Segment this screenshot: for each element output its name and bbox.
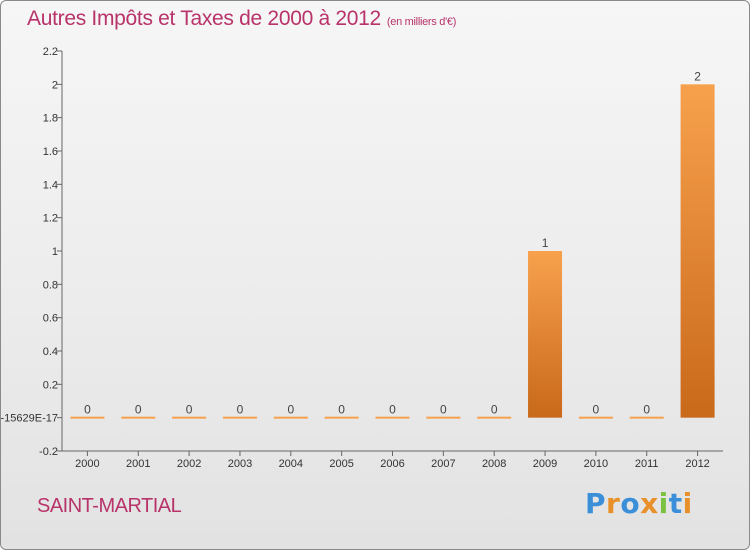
bar bbox=[70, 416, 105, 419]
y-tick-label: 1.4 bbox=[43, 179, 58, 191]
x-tick-label: 2001 bbox=[126, 458, 150, 470]
y-tick-label: 0.8 bbox=[43, 279, 58, 291]
y-tick-label: -15629E-17 bbox=[1, 413, 58, 425]
bar bbox=[680, 84, 715, 418]
bar bbox=[324, 416, 359, 419]
x-tick-label: 2009 bbox=[533, 458, 557, 470]
logo-letter: P bbox=[585, 487, 607, 520]
data-label: 0 bbox=[593, 403, 600, 417]
logo-letter: o bbox=[620, 487, 641, 520]
labels-group: 0 0 0 0 0 0 0 0 0 1 0 0 2 bbox=[84, 69, 701, 416]
x-tick-label: 2004 bbox=[279, 458, 303, 470]
x-tick-label: 2002 bbox=[177, 458, 201, 470]
data-label: 0 bbox=[186, 403, 193, 417]
data-label: 0 bbox=[287, 403, 294, 417]
y-tick-label: -0.2 bbox=[39, 446, 58, 458]
bars-group bbox=[70, 84, 715, 419]
bar bbox=[273, 416, 308, 419]
data-label: 0 bbox=[135, 403, 142, 417]
proxiti-logo: Proxiti bbox=[585, 487, 693, 520]
y-tick-label: 1.6 bbox=[43, 146, 58, 158]
bar bbox=[121, 416, 156, 419]
bar bbox=[477, 416, 512, 419]
data-label: 0 bbox=[440, 403, 447, 417]
bar bbox=[578, 416, 613, 419]
x-tick-label: 2003 bbox=[228, 458, 252, 470]
data-label: 0 bbox=[237, 403, 244, 417]
axes: -0.2 -15629E-17 0.2 0.4 0.6 0.8 1 1.2 1.4 1.6 1.8 2… bbox=[1, 46, 723, 470]
data-label: 0 bbox=[84, 403, 91, 417]
bar bbox=[375, 416, 410, 419]
data-label: 1 bbox=[542, 236, 549, 250]
bar bbox=[222, 416, 257, 419]
logo-letter: i bbox=[658, 487, 669, 520]
title-text: Autres Impôts et Taxes de 2000 à 2012 bbox=[27, 7, 381, 30]
logo-letter: r bbox=[606, 487, 621, 520]
y-tick-label: 1 bbox=[52, 246, 58, 258]
chart-title: Autres Impôts et Taxes de 2000 à 2012 (en… bbox=[27, 7, 456, 31]
chart-subtitle: (en milliers d'€) bbox=[386, 16, 457, 28]
bar bbox=[172, 416, 207, 419]
bar bbox=[528, 251, 563, 418]
x-tick-label: 2007 bbox=[431, 458, 455, 470]
logo-letter: t bbox=[668, 487, 683, 520]
x-tick-label: 2011 bbox=[635, 458, 659, 470]
data-label: 0 bbox=[338, 403, 345, 417]
y-tick-label: 0.6 bbox=[43, 313, 58, 325]
data-label: 2 bbox=[694, 69, 701, 83]
y-tick-label: 2 bbox=[52, 79, 58, 91]
y-tick-label: 0.2 bbox=[43, 379, 58, 391]
data-label: 0 bbox=[643, 403, 650, 417]
y-tick-label: 0.4 bbox=[43, 346, 58, 358]
bar bbox=[426, 416, 461, 419]
data-label: 0 bbox=[389, 403, 396, 417]
x-tick-label: 2000 bbox=[75, 458, 99, 470]
y-tick-label: 1.8 bbox=[43, 113, 58, 125]
commune-name: SAINT-MARTIAL bbox=[37, 495, 182, 517]
logo-letter: x bbox=[640, 487, 659, 520]
y-tick-label: 2.2 bbox=[43, 46, 58, 58]
logo-letter: i bbox=[682, 487, 693, 520]
x-tick-label: 2006 bbox=[380, 458, 404, 470]
bar bbox=[629, 416, 664, 419]
x-tick-label: 2010 bbox=[584, 458, 608, 470]
x-tick-label: 2012 bbox=[685, 458, 709, 470]
x-tick-label: 2005 bbox=[329, 458, 353, 470]
x-tick-label: 2008 bbox=[482, 458, 506, 470]
data-label: 0 bbox=[491, 403, 498, 417]
y-tick-label: 1.2 bbox=[43, 213, 58, 225]
